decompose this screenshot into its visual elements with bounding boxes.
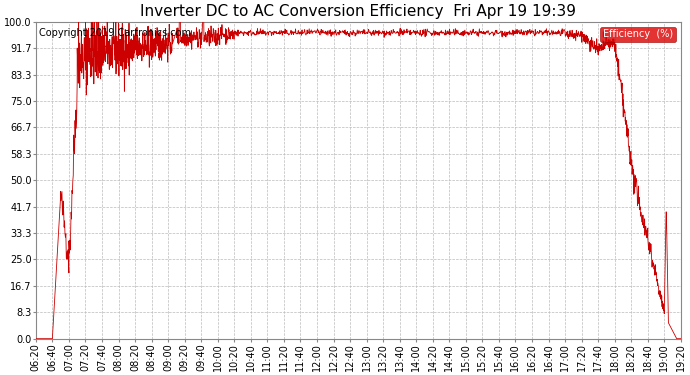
Legend: Efficiency  (%): Efficiency (%) xyxy=(600,27,676,42)
Text: Copyright 2019 Cartronics.com: Copyright 2019 Cartronics.com xyxy=(39,28,191,38)
Title: Inverter DC to AC Conversion Efficiency  Fri Apr 19 19:39: Inverter DC to AC Conversion Efficiency … xyxy=(140,4,576,19)
